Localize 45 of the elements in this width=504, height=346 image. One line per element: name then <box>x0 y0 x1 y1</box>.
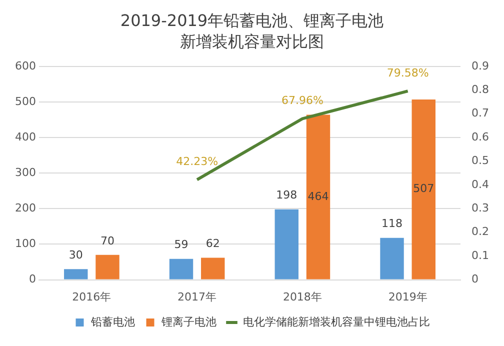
y2-tick-label: 0.8 <box>472 82 490 96</box>
data-label: 59 <box>174 238 188 252</box>
y-tick-label: 600 <box>14 59 36 72</box>
bar <box>306 114 330 280</box>
y2-tick-label: 0.2 <box>472 225 490 238</box>
data-label: 67.96% <box>281 94 324 108</box>
y-tick-label: 500 <box>14 94 36 108</box>
y2-tick-label: 0.5 <box>472 154 490 168</box>
data-label: 79.58% <box>386 66 429 80</box>
bar <box>380 238 404 280</box>
data-label: 507 <box>413 182 434 196</box>
x-tick-label: 2019年 <box>388 290 428 304</box>
data-label: 30 <box>68 248 83 262</box>
y-tick-label: 300 <box>14 166 36 179</box>
y2-tick-label: 0.1 <box>472 248 490 262</box>
y2-tick-label: 0.6 <box>472 130 490 144</box>
x-tick-label: 2018年 <box>282 290 322 304</box>
x-tick-label: 2016年 <box>72 290 112 304</box>
chart-subtitle: 新增装机容量对比图 <box>180 32 324 51</box>
bar <box>412 99 436 280</box>
y-tick-label: 100 <box>14 237 36 250</box>
data-label: 198 <box>276 188 298 202</box>
legend-label: 电化学储能新增装机容量中锂电池占比 <box>242 315 430 328</box>
y2-tick-label: 0.3 <box>472 202 490 215</box>
y-tick-label: 200 <box>14 202 36 215</box>
data-label: 62 <box>206 237 220 250</box>
data-label: 464 <box>308 190 329 203</box>
y-tick-label: 0 <box>28 272 36 286</box>
y2-tick-label: 0.7 <box>472 106 490 120</box>
y2-tick-label: 0.9 <box>472 59 490 72</box>
bar <box>274 209 298 280</box>
bar <box>64 269 88 280</box>
chart-title: 2019-2019年铅蓄电池、锂离子电池 <box>120 10 384 30</box>
x-tick-label: 2017年 <box>178 290 217 304</box>
y2-tick-label: 0.4 <box>472 178 490 191</box>
bar <box>96 254 120 280</box>
legend-label: 锂离子电池 <box>160 315 216 328</box>
y-tick-label: 400 <box>14 130 36 144</box>
legend-label: 铅蓄电池 <box>90 315 135 328</box>
data-label: 118 <box>382 217 403 230</box>
data-label: 70 <box>100 234 114 248</box>
data-label: 42.23% <box>176 155 218 168</box>
bar <box>201 258 225 280</box>
bar <box>169 258 194 280</box>
y2-tick-label: 0 <box>472 272 479 286</box>
